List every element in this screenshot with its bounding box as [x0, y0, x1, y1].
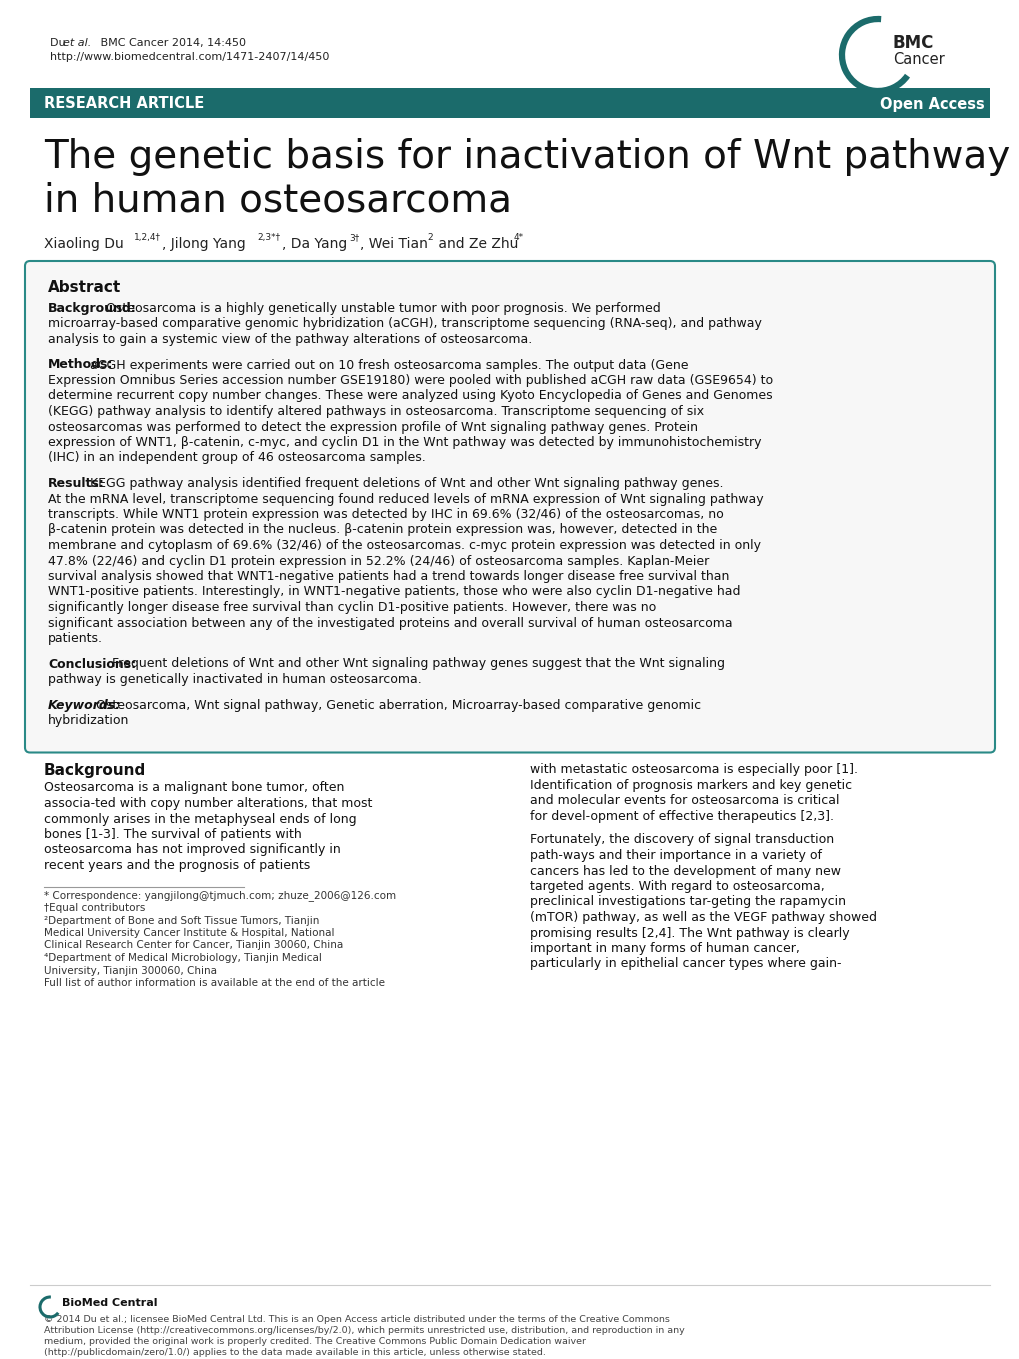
- Text: Cancer: Cancer: [892, 52, 944, 67]
- Text: ²Department of Bone and Soft Tissue Tumors, Tianjin: ²Department of Bone and Soft Tissue Tumo…: [44, 916, 319, 925]
- Text: (IHC) in an independent group of 46 osteosarcoma samples.: (IHC) in an independent group of 46 oste…: [48, 451, 425, 465]
- Text: determine recurrent copy number changes. These were analyzed using Kyoto Encyclo: determine recurrent copy number changes.…: [48, 390, 771, 402]
- Text: 2: 2: [427, 232, 432, 242]
- Text: hybridization: hybridization: [48, 713, 129, 727]
- Text: * Correspondence: yangjilong@tjmuch.com; zhuze_2006@126.com: * Correspondence: yangjilong@tjmuch.com;…: [44, 890, 395, 901]
- Text: microarray-based comparative genomic hybridization (aCGH), transcriptome sequenc: microarray-based comparative genomic hyb…: [48, 318, 761, 330]
- Text: significantly longer disease free survival than cyclin D1-positive patients. How: significantly longer disease free surviv…: [48, 601, 655, 614]
- Text: © 2014 Du et al.; licensee BioMed Central Ltd. This is an Open Access article di: © 2014 Du et al.; licensee BioMed Centra…: [44, 1316, 669, 1324]
- Text: promising results [2,4]. The Wnt pathway is clearly: promising results [2,4]. The Wnt pathway…: [530, 927, 849, 939]
- Text: analysis to gain a systemic view of the pathway alterations of osteosarcoma.: analysis to gain a systemic view of the …: [48, 333, 532, 347]
- Text: Background:: Background:: [48, 302, 137, 315]
- FancyBboxPatch shape: [30, 88, 989, 118]
- Text: path-ways and their importance in a variety of: path-ways and their importance in a vari…: [530, 849, 821, 862]
- Text: †Equal contributors: †Equal contributors: [44, 902, 146, 913]
- Text: KEGG pathway analysis identified frequent deletions of Wnt and other Wnt signali: KEGG pathway analysis identified frequen…: [91, 477, 723, 491]
- Text: associa-ted with copy number alterations, that most: associa-ted with copy number alterations…: [44, 796, 372, 810]
- Text: BMC: BMC: [892, 34, 933, 52]
- Text: medium, provided the original work is properly credited. The Creative Commons Pu: medium, provided the original work is pr…: [44, 1337, 586, 1345]
- Text: Results:: Results:: [48, 477, 105, 491]
- Text: with metastatic osteosarcoma is especially poor [1].: with metastatic osteosarcoma is especial…: [530, 764, 857, 776]
- FancyBboxPatch shape: [25, 261, 994, 753]
- Text: RESEARCH ARTICLE: RESEARCH ARTICLE: [44, 96, 204, 111]
- Text: and Ze Zhu: and Ze Zhu: [433, 236, 518, 251]
- Text: 2,3*†: 2,3*†: [257, 232, 280, 242]
- Text: University, Tianjin 300060, China: University, Tianjin 300060, China: [44, 965, 217, 976]
- Text: Expression Omnibus Series accession number GSE19180) were pooled with published : Expression Omnibus Series accession numb…: [48, 374, 772, 387]
- Text: BMC Cancer 2014, 14:450: BMC Cancer 2014, 14:450: [97, 38, 246, 48]
- Text: 4*: 4*: [514, 232, 524, 242]
- Text: osteosarcoma has not improved significantly in: osteosarcoma has not improved significan…: [44, 844, 340, 856]
- Text: targeted agents. With regard to osteosarcoma,: targeted agents. With regard to osteosar…: [530, 881, 824, 893]
- Text: recent years and the prognosis of patients: recent years and the prognosis of patien…: [44, 859, 310, 872]
- Text: Identification of prognosis markers and key genetic: Identification of prognosis markers and …: [530, 779, 851, 792]
- Text: , Jilong Yang: , Jilong Yang: [162, 236, 246, 251]
- Text: (http://publicdomain/zero/1.0/) applies to the data made available in this artic: (http://publicdomain/zero/1.0/) applies …: [44, 1348, 545, 1358]
- Text: Attribution License (http://creativecommons.org/licenses/by/2.0), which permits : Attribution License (http://creativecomm…: [44, 1326, 684, 1335]
- Text: transcripts. While WNT1 protein expression was detected by IHC in 69.6% (32/46) : transcripts. While WNT1 protein expressi…: [48, 508, 723, 520]
- Text: Abstract: Abstract: [48, 280, 121, 295]
- Text: particularly in epithelial cancer types where gain-: particularly in epithelial cancer types …: [530, 958, 841, 970]
- Text: significant association between any of the investigated proteins and overall sur: significant association between any of t…: [48, 617, 732, 629]
- Text: patients.: patients.: [48, 632, 103, 646]
- Text: Xiaoling Du: Xiaoling Du: [44, 236, 123, 251]
- Text: , Da Yang: , Da Yang: [281, 236, 346, 251]
- Text: 3†: 3†: [348, 232, 359, 242]
- Text: Clinical Research Center for Cancer, Tianjin 30060, China: Clinical Research Center for Cancer, Tia…: [44, 940, 343, 950]
- Text: commonly arises in the metaphyseal ends of long: commonly arises in the metaphyseal ends …: [44, 813, 357, 825]
- Text: Osteosarcoma is a malignant bone tumor, often: Osteosarcoma is a malignant bone tumor, …: [44, 781, 344, 795]
- Text: preclinical investigations tar-geting the rapamycin: preclinical investigations tar-geting th…: [530, 896, 845, 909]
- Text: , Wei Tian: , Wei Tian: [360, 236, 427, 251]
- Text: Full list of author information is available at the end of the article: Full list of author information is avail…: [44, 978, 384, 988]
- Text: The genetic basis for inactivation of Wnt pathway: The genetic basis for inactivation of Wn…: [44, 139, 1009, 177]
- Text: Open Access: Open Access: [879, 96, 984, 111]
- Text: bones [1-3]. The survival of patients with: bones [1-3]. The survival of patients wi…: [44, 828, 302, 841]
- Text: Frequent deletions of Wnt and other Wnt signaling pathway genes suggest that the: Frequent deletions of Wnt and other Wnt …: [111, 658, 723, 670]
- Text: survival analysis showed that WNT1-negative patients had a trend towards longer : survival analysis showed that WNT1-negat…: [48, 569, 729, 583]
- Text: Methods:: Methods:: [48, 359, 113, 371]
- Text: Keywords:: Keywords:: [48, 699, 121, 712]
- Text: β-catenin protein was detected in the nucleus. β-catenin protein expression was,: β-catenin protein was detected in the nu…: [48, 523, 716, 537]
- Text: Medical University Cancer Institute & Hospital, National: Medical University Cancer Institute & Ho…: [44, 928, 334, 938]
- Text: 1,2,4†: 1,2,4†: [133, 232, 161, 242]
- Text: Fortunately, the discovery of signal transduction: Fortunately, the discovery of signal tra…: [530, 833, 834, 847]
- Text: (mTOR) pathway, as well as the VEGF pathway showed: (mTOR) pathway, as well as the VEGF path…: [530, 911, 876, 924]
- Text: membrane and cytoplasm of 69.6% (32/46) of the osteosarcomas. c-myc protein expr: membrane and cytoplasm of 69.6% (32/46) …: [48, 540, 760, 552]
- Text: in human osteosarcoma: in human osteosarcoma: [44, 182, 512, 220]
- Text: WNT1-positive patients. Interestingly, in WNT1-negative patients, those who were: WNT1-positive patients. Interestingly, i…: [48, 586, 740, 598]
- Text: Background: Background: [44, 764, 146, 779]
- Text: osteosarcomas was performed to detect the expression profile of Wnt signaling pa: osteosarcomas was performed to detect th…: [48, 420, 697, 434]
- Text: Du: Du: [50, 38, 69, 48]
- Text: Conclusions:: Conclusions:: [48, 658, 136, 670]
- Text: (KEGG) pathway analysis to identify altered pathways in osteosarcoma. Transcript: (KEGG) pathway analysis to identify alte…: [48, 405, 703, 419]
- Text: 47.8% (22/46) and cyclin D1 protein expression in 52.2% (24/46) of osteosarcoma : 47.8% (22/46) and cyclin D1 protein expr…: [48, 554, 708, 568]
- Text: and molecular events for osteosarcoma is critical: and molecular events for osteosarcoma is…: [530, 795, 839, 807]
- Text: pathway is genetically inactivated in human osteosarcoma.: pathway is genetically inactivated in hu…: [48, 673, 421, 686]
- Text: expression of WNT1, β-catenin, c-myc, and cyclin D1 in the Wnt pathway was detec: expression of WNT1, β-catenin, c-myc, an…: [48, 436, 761, 448]
- Text: BioMed Central: BioMed Central: [62, 1298, 157, 1307]
- Text: Osteosarcoma is a highly genetically unstable tumor with poor prognosis. We perf: Osteosarcoma is a highly genetically uns…: [106, 302, 660, 315]
- Text: cancers has led to the development of many new: cancers has led to the development of ma…: [530, 864, 841, 878]
- Text: Osteosarcoma, Wnt signal pathway, Genetic aberration, Microarray-based comparati: Osteosarcoma, Wnt signal pathway, Geneti…: [96, 699, 700, 712]
- Text: for devel-opment of effective therapeutics [2,3].: for devel-opment of effective therapeuti…: [530, 810, 834, 824]
- Text: important in many forms of human cancer,: important in many forms of human cancer,: [530, 942, 799, 955]
- Text: At the mRNA level, transcriptome sequencing found reduced levels of mRNA express: At the mRNA level, transcriptome sequenc…: [48, 492, 763, 506]
- Text: aCGH experiments were carried out on 10 fresh osteosarcoma samples. The output d: aCGH experiments were carried out on 10 …: [91, 359, 688, 371]
- Text: http://www.biomedcentral.com/1471-2407/14/450: http://www.biomedcentral.com/1471-2407/1…: [50, 52, 329, 63]
- Text: ⁴Department of Medical Microbiology, Tianjin Medical: ⁴Department of Medical Microbiology, Tia…: [44, 953, 322, 964]
- Text: et al.: et al.: [63, 38, 91, 48]
